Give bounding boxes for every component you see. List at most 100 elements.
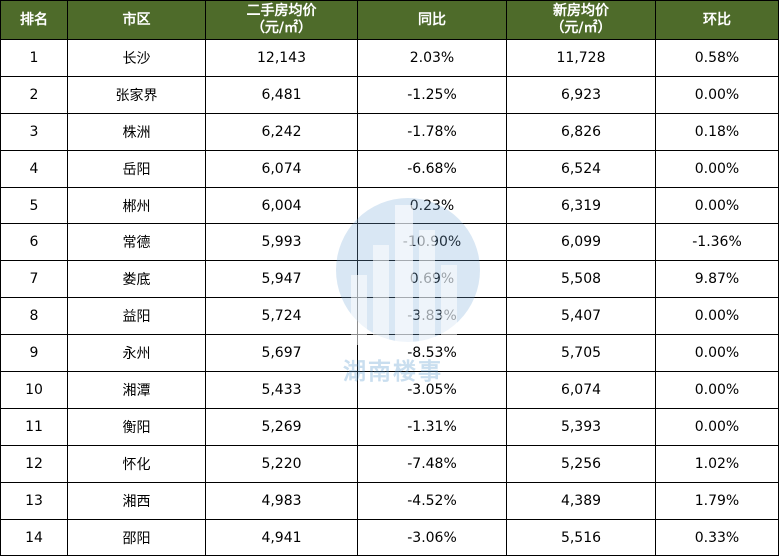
cell-rank: 2 bbox=[0, 75, 68, 114]
cell-new: 6,074 bbox=[506, 371, 656, 409]
cell-mom: 1.02% bbox=[655, 444, 779, 483]
cell-mom: 0.18% bbox=[655, 112, 779, 151]
header-second-hand-unit: （元/㎡） bbox=[250, 20, 313, 36]
header-rank: 排名 bbox=[0, 0, 68, 40]
cell-mom: 9.87% bbox=[655, 260, 779, 299]
cell-rank: 4 bbox=[0, 149, 68, 188]
cell-new: 11,728 bbox=[506, 39, 656, 77]
cell-new: 6,524 bbox=[506, 149, 656, 188]
cell-mom: -1.36% bbox=[655, 223, 779, 262]
cell-city: 长沙 bbox=[67, 39, 206, 77]
cell-city: 张家界 bbox=[67, 75, 206, 114]
cell-second: 6,481 bbox=[205, 75, 358, 114]
table-row: 5 郴州 6,004 0.23% 6,319 0.00% bbox=[0, 186, 779, 225]
cell-rank: 9 bbox=[0, 334, 68, 373]
cell-city: 湘潭 bbox=[67, 371, 206, 409]
cell-city: 郴州 bbox=[67, 186, 206, 225]
cell-rank: 3 bbox=[0, 112, 68, 151]
cell-second: 4,941 bbox=[205, 518, 358, 557]
cell-mom: 1.79% bbox=[655, 481, 779, 520]
cell-mom: 0.00% bbox=[655, 407, 779, 446]
cell-second: 4,983 bbox=[205, 481, 358, 520]
cell-second: 6,004 bbox=[205, 186, 358, 225]
table-body: 1 长沙 12,143 2.03% 11,728 0.58% 2 张家界 6,481 -1.25%… bbox=[0, 39, 779, 557]
cell-mom: 0.00% bbox=[655, 149, 779, 188]
cell-second: 5,269 bbox=[205, 407, 358, 446]
cell-rank: 7 bbox=[0, 260, 68, 299]
cell-new: 5,256 bbox=[506, 444, 656, 483]
cell-mom: 0.58% bbox=[655, 39, 779, 77]
cell-second: 6,074 bbox=[205, 149, 358, 188]
cell-yoy: -1.78% bbox=[357, 112, 507, 151]
cell-second: 5,220 bbox=[205, 444, 358, 483]
cell-new: 5,407 bbox=[506, 297, 656, 336]
header-second-hand-label: 二手房均价 bbox=[246, 3, 317, 19]
header-new-label: 新房均价 bbox=[553, 3, 609, 19]
cell-yoy: -3.05% bbox=[357, 371, 507, 409]
cell-new: 6,319 bbox=[506, 186, 656, 225]
cell-yoy: 2.03% bbox=[357, 39, 507, 77]
cell-yoy: -4.52% bbox=[357, 481, 507, 520]
cell-yoy: -10.90% bbox=[357, 223, 507, 262]
cell-new: 4,389 bbox=[506, 481, 656, 520]
cell-rank: 13 bbox=[0, 481, 68, 520]
cell-mom: 0.00% bbox=[655, 186, 779, 225]
table-row: 3 株洲 6,242 -1.78% 6,826 0.18% bbox=[0, 112, 779, 151]
table-row: 1 长沙 12,143 2.03% 11,728 0.58% bbox=[0, 39, 779, 77]
cell-rank: 5 bbox=[0, 186, 68, 225]
cell-rank: 14 bbox=[0, 518, 68, 557]
cell-new: 5,508 bbox=[506, 260, 656, 299]
cell-rank: 11 bbox=[0, 407, 68, 446]
header-new-unit: （元/㎡） bbox=[550, 20, 612, 36]
cell-mom: 0.00% bbox=[655, 334, 779, 373]
cell-rank: 10 bbox=[0, 371, 68, 409]
table-row: 12 怀化 5,220 -7.48% 5,256 1.02% bbox=[0, 444, 779, 483]
cell-yoy: -8.53% bbox=[357, 334, 507, 373]
cell-rank: 8 bbox=[0, 297, 68, 336]
cell-mom: 0.00% bbox=[655, 75, 779, 114]
cell-mom: 0.00% bbox=[655, 371, 779, 409]
cell-yoy: 0.69% bbox=[357, 260, 507, 299]
cell-second: 6,242 bbox=[205, 112, 358, 151]
cell-yoy: -6.68% bbox=[357, 149, 507, 188]
cell-second: 12,143 bbox=[205, 39, 358, 77]
table-row: 6 常德 5,993 -10.90% 6,099 -1.36% bbox=[0, 223, 779, 262]
cell-mom: 0.00% bbox=[655, 297, 779, 336]
table-header: 排名 市区 二手房均价 （元/㎡） 同比 新房均价 （元/㎡） 环比 bbox=[0, 0, 779, 40]
header-second-hand-price: 二手房均价 （元/㎡） bbox=[205, 0, 358, 40]
table-row: 11 衡阳 5,269 -1.31% 5,393 0.00% bbox=[0, 407, 779, 446]
cell-yoy: -1.31% bbox=[357, 407, 507, 446]
cell-city: 岳阳 bbox=[67, 149, 206, 188]
cell-yoy: 0.23% bbox=[357, 186, 507, 225]
cell-new: 6,923 bbox=[506, 75, 656, 114]
table-row: 7 娄底 5,947 0.69% 5,508 9.87% bbox=[0, 260, 779, 299]
table-row: 8 益阳 5,724 -3.83% 5,407 0.00% bbox=[0, 297, 779, 336]
table-row: 9 永州 5,697 -8.53% 5,705 0.00% bbox=[0, 334, 779, 373]
cell-second: 5,947 bbox=[205, 260, 358, 299]
cell-new: 5,705 bbox=[506, 334, 656, 373]
cell-city: 湘西 bbox=[67, 481, 206, 520]
cell-second: 5,993 bbox=[205, 223, 358, 262]
cell-city: 株洲 bbox=[67, 112, 206, 151]
table-row: 10 湘潭 5,433 -3.05% 6,074 0.00% bbox=[0, 371, 779, 409]
cell-mom: 0.33% bbox=[655, 518, 779, 557]
cell-yoy: -3.83% bbox=[357, 297, 507, 336]
cell-yoy: -1.25% bbox=[357, 75, 507, 114]
cell-rank: 6 bbox=[0, 223, 68, 262]
table-row: 13 湘西 4,983 -4.52% 4,389 1.79% bbox=[0, 481, 779, 520]
cell-new: 5,516 bbox=[506, 518, 656, 557]
cell-city: 邵阳 bbox=[67, 518, 206, 557]
cell-rank: 12 bbox=[0, 444, 68, 483]
table-row: 2 张家界 6,481 -1.25% 6,923 0.00% bbox=[0, 75, 779, 114]
cell-new: 5,393 bbox=[506, 407, 656, 446]
cell-city: 永州 bbox=[67, 334, 206, 373]
cell-city: 常德 bbox=[67, 223, 206, 262]
header-new-price: 新房均价 （元/㎡） bbox=[506, 0, 656, 40]
cell-city: 衡阳 bbox=[67, 407, 206, 446]
header-city: 市区 bbox=[67, 0, 206, 40]
cell-city: 怀化 bbox=[67, 444, 206, 483]
cell-city: 益阳 bbox=[67, 297, 206, 336]
table-row: 14 邵阳 4,941 -3.06% 5,516 0.33% bbox=[0, 518, 779, 557]
cell-second: 5,433 bbox=[205, 371, 358, 409]
